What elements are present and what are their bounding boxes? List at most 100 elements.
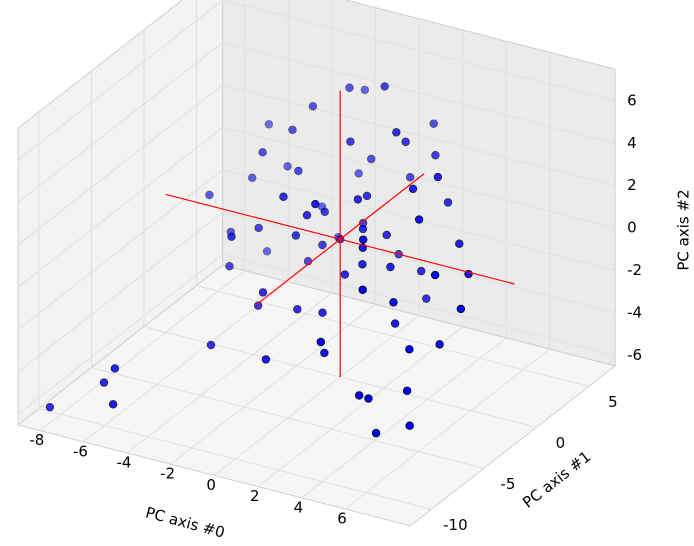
data-point xyxy=(371,428,381,438)
data-point xyxy=(360,85,370,95)
grid-line xyxy=(17,0,224,161)
data-point xyxy=(405,173,415,182)
grid-line xyxy=(39,270,245,431)
x-tick-label: -6 xyxy=(73,442,88,460)
x-axis-label: PC axis #0 xyxy=(144,503,227,541)
data-point xyxy=(353,195,363,204)
grid-line xyxy=(222,211,616,314)
grid-line xyxy=(213,315,420,476)
data-point xyxy=(316,337,325,347)
data-point xyxy=(362,191,372,201)
data-point xyxy=(254,223,263,233)
grid-line xyxy=(17,169,224,330)
grid-line xyxy=(126,292,333,454)
data-point xyxy=(264,120,274,129)
x-tick-label: 0 xyxy=(206,476,216,494)
data-point xyxy=(455,239,464,248)
grid-line xyxy=(222,42,616,144)
grid-line xyxy=(222,0,616,102)
data-point xyxy=(422,294,431,303)
grid-line xyxy=(38,408,432,510)
data-point xyxy=(320,348,329,358)
data-point xyxy=(308,102,318,111)
grid-line xyxy=(91,367,485,469)
z-tick-label: 0 xyxy=(627,219,637,237)
data-point xyxy=(205,190,214,200)
data-point xyxy=(227,232,236,241)
data-point xyxy=(346,137,355,146)
y-axis-label: PC axis #1 xyxy=(519,448,594,512)
x-tick-label: -2 xyxy=(160,465,175,483)
y-tick-label: 0 xyxy=(556,434,566,452)
data-point xyxy=(416,266,426,276)
grid-line xyxy=(257,326,463,487)
z-tick-label: 4 xyxy=(627,134,637,152)
data-point xyxy=(279,192,288,201)
y-tick-label: -10 xyxy=(443,516,468,534)
data-point xyxy=(225,262,234,271)
x-tick-label: -4 xyxy=(117,454,132,472)
data-point xyxy=(320,207,329,216)
data-point xyxy=(429,119,438,128)
data-point xyxy=(435,340,444,349)
data-point xyxy=(247,173,257,183)
data-point xyxy=(261,355,271,364)
data-point xyxy=(389,298,398,307)
data-point xyxy=(318,308,327,317)
grid-line xyxy=(222,254,616,356)
data-point xyxy=(358,260,367,269)
data-point xyxy=(354,169,363,178)
data-point xyxy=(443,198,453,207)
data-point xyxy=(367,154,376,164)
data-point xyxy=(302,211,312,220)
data-point xyxy=(253,301,263,310)
data-point xyxy=(258,288,268,297)
grid-line xyxy=(17,254,224,415)
y-tick-label: 5 xyxy=(608,393,618,411)
grid-line xyxy=(17,126,224,288)
z-tick-label: 6 xyxy=(627,91,637,109)
panes xyxy=(16,0,617,527)
x-tick-label: 4 xyxy=(294,498,304,516)
y-tick-label: -5 xyxy=(500,475,515,493)
z-axis-label: PC axis #2 xyxy=(675,189,693,270)
grid-line xyxy=(17,42,224,203)
data-point xyxy=(359,235,368,244)
data-point xyxy=(206,340,216,350)
grid-line xyxy=(170,303,376,465)
grid-line xyxy=(196,285,590,387)
x-tick-label: -8 xyxy=(29,431,44,449)
x-tick-label: 2 xyxy=(250,487,260,505)
data-point xyxy=(99,378,109,387)
grid-line xyxy=(222,84,616,187)
data-point xyxy=(380,82,389,91)
data-point xyxy=(262,247,272,256)
z-tick-label: 2 xyxy=(627,176,637,194)
data-point xyxy=(358,218,368,228)
data-point xyxy=(283,162,292,171)
grid-line xyxy=(301,337,507,499)
data-point xyxy=(311,199,320,209)
grid-line xyxy=(344,348,551,510)
z-tick-label: -6 xyxy=(627,346,642,364)
data-point xyxy=(294,166,303,176)
data-point xyxy=(430,270,440,280)
data-point xyxy=(364,394,373,403)
data-point xyxy=(258,148,267,157)
data-point xyxy=(401,137,410,147)
data-point xyxy=(431,151,440,160)
data-point xyxy=(433,172,443,182)
data-point xyxy=(392,128,401,137)
data-point xyxy=(340,270,350,279)
data-point xyxy=(405,345,414,354)
data-point xyxy=(414,215,424,224)
z-tick-label: -2 xyxy=(627,261,642,279)
data-point xyxy=(293,305,302,314)
data-point xyxy=(291,231,301,240)
grid-line xyxy=(17,211,224,373)
data-point xyxy=(382,230,391,240)
data-point xyxy=(358,285,367,294)
grid-line xyxy=(83,281,289,443)
data-point xyxy=(402,386,412,396)
data-point xyxy=(345,83,354,92)
